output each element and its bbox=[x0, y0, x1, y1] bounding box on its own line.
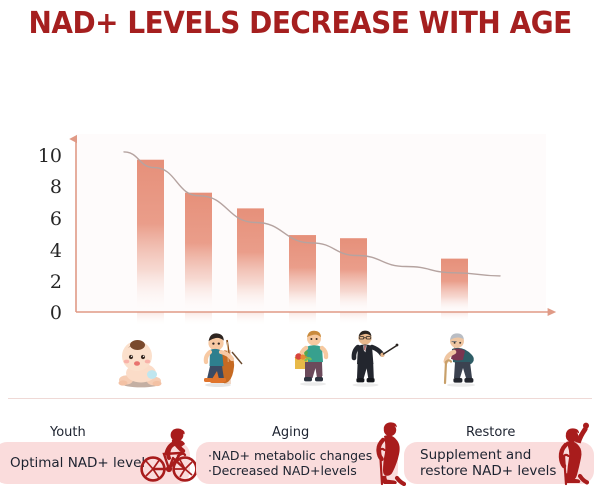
y-tick-2: 2 bbox=[50, 271, 62, 293]
section-divider bbox=[8, 398, 592, 399]
cyclist-silhouette bbox=[140, 425, 198, 485]
page-title: NAD+ LEVELS DECREASE WITH AGE bbox=[28, 5, 572, 41]
elderly-cane-silhouette bbox=[370, 422, 407, 487]
bar-adult bbox=[340, 238, 367, 312]
figure-young-man-groceries bbox=[292, 330, 334, 388]
stage-body-aging: ·NAD+ metabolic changes ·Decreased NAD+l… bbox=[208, 447, 373, 478]
bar-reflection bbox=[185, 312, 212, 326]
y-axis-tick-labels: 10 8 6 4 2 0 bbox=[38, 145, 62, 324]
stage-title-youth: Youth bbox=[50, 425, 86, 440]
bar-reflection bbox=[441, 312, 468, 322]
nad-levels-bar-chart: 10 8 6 4 2 0 bbox=[0, 120, 600, 330]
bar-infant bbox=[137, 159, 164, 312]
bars-group bbox=[137, 159, 468, 326]
bar-elderly bbox=[441, 258, 468, 312]
figure-elderly-man-cane bbox=[438, 330, 486, 388]
stage-title-restore: Restore bbox=[466, 425, 516, 440]
life-stage-figures-row bbox=[0, 326, 600, 388]
nad-decline-curve bbox=[123, 151, 501, 277]
stage-title-aging: Aging bbox=[272, 425, 310, 440]
stage-body-youth: Optimal NAD+ level bbox=[10, 454, 146, 471]
bar-reflection bbox=[340, 312, 367, 326]
y-tick-8: 8 bbox=[50, 176, 62, 198]
stage-body-restore: Supplement and restore NAD+ levels bbox=[420, 446, 557, 479]
bar-young-adult bbox=[289, 235, 316, 312]
chart-svg: 10 8 6 4 2 0 bbox=[38, 134, 557, 326]
y-tick-0: 0 bbox=[50, 302, 62, 324]
figure-baby-crawling bbox=[112, 336, 168, 388]
bar-teen bbox=[237, 208, 264, 312]
bar-reflection bbox=[137, 312, 164, 326]
y-tick-10: 10 bbox=[38, 145, 62, 167]
bar-reflection bbox=[289, 312, 316, 326]
title-bar: NAD+ LEVELS DECREASE WITH AGE bbox=[0, 0, 600, 46]
elderly-arm-raised-silhouette bbox=[556, 418, 600, 486]
figure-child-cello bbox=[198, 332, 244, 388]
stage-card-aging[interactable]: ·NAD+ metabolic changes ·Decreased NAD+l… bbox=[196, 442, 398, 484]
figure-businessman-pointer bbox=[345, 330, 399, 388]
bar-reflection bbox=[237, 312, 264, 326]
bar-child bbox=[185, 192, 212, 312]
y-tick-6: 6 bbox=[50, 208, 62, 230]
y-tick-4: 4 bbox=[50, 240, 62, 262]
